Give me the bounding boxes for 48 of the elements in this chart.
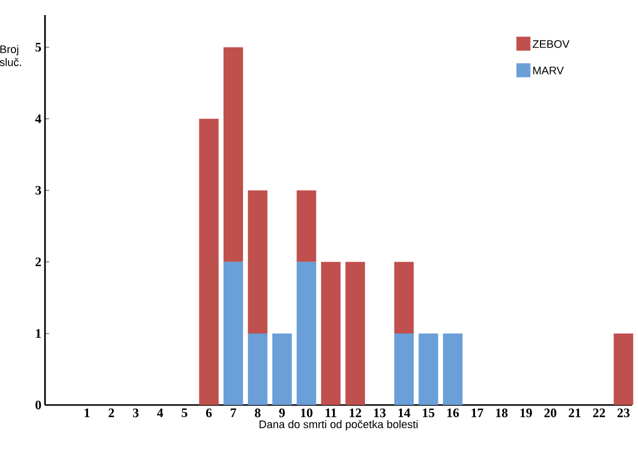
x-tick-label: 9: [279, 408, 285, 418]
bar: [394, 262, 414, 334]
y-tick-label: 1: [36, 329, 41, 338]
x-tick-label: 3: [132, 408, 139, 418]
x-tick-label: 14: [398, 408, 410, 418]
x-tick-label: 18: [496, 408, 508, 418]
bar: [199, 118, 219, 405]
bar: [418, 333, 438, 405]
bar: [248, 333, 268, 405]
x-tick-label: 17: [472, 408, 484, 418]
x-tick-label: 10: [300, 408, 312, 418]
bar: [272, 333, 292, 405]
y-tick-label: 4: [35, 114, 42, 124]
x-tick-label: 1: [84, 408, 90, 418]
x-tick-label: 2: [108, 408, 114, 418]
bar: [321, 262, 341, 405]
bar: [443, 333, 463, 405]
x-tick-label: 16: [447, 408, 459, 418]
x-tick-label: 7: [230, 408, 236, 417]
x-axis-title: Dana do smrti od početka bolesti: [260, 420, 418, 430]
bar: [224, 47, 244, 262]
x-tick-label: 20: [544, 408, 556, 418]
bar: [248, 190, 268, 334]
x-tick-label: 19: [520, 408, 532, 418]
bar: [614, 333, 634, 405]
x-tick-label: 23: [618, 408, 630, 418]
x-tick-label: 11: [326, 408, 336, 418]
x-tick-label: 22: [593, 408, 606, 418]
x-tick-label: 4: [157, 408, 164, 418]
x-tick-label: 13: [374, 408, 386, 418]
legend-label: ZEBOV: [532, 40, 570, 48]
y-tick-label: 0: [36, 400, 41, 410]
x-tick-label: 12: [350, 408, 362, 418]
x-tick-label: 6: [206, 408, 212, 418]
y-axis-title: Broj sluč.: [0, 45, 22, 66]
bar: [296, 262, 316, 405]
x-tick-label: 15: [422, 408, 434, 418]
legend-label: MARV: [533, 66, 564, 74]
x-tick-label: 21: [568, 408, 581, 418]
bar: [224, 262, 244, 405]
x-tick-label: 8: [254, 408, 260, 418]
y-tick-label: 5: [36, 42, 42, 52]
y-tick-label: 3: [35, 186, 42, 195]
bar: [394, 333, 414, 405]
x-tick-label: 5: [182, 408, 188, 418]
bar: [296, 190, 316, 262]
bar: [345, 262, 365, 405]
y-tick-label: 2: [36, 258, 41, 266]
